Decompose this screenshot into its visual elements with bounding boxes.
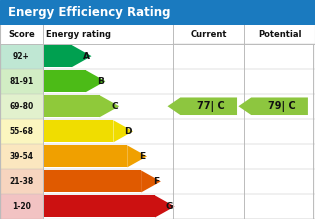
Bar	[44, 95, 100, 117]
Text: F: F	[153, 177, 159, 186]
Bar	[0, 25, 315, 44]
Text: 81-91: 81-91	[9, 77, 33, 86]
Text: E: E	[139, 152, 146, 161]
Text: D: D	[124, 127, 132, 136]
Bar	[0, 119, 43, 144]
Text: 1-20: 1-20	[12, 202, 31, 211]
Text: 92+: 92+	[13, 52, 30, 61]
Bar	[0, 169, 43, 194]
Text: Energy rating: Energy rating	[46, 30, 111, 39]
Text: 21-38: 21-38	[9, 177, 33, 186]
Text: Current: Current	[191, 30, 227, 39]
Text: 77| C: 77| C	[197, 101, 225, 112]
Text: Energy Efficiency Rating: Energy Efficiency Rating	[8, 6, 170, 19]
Text: Potential: Potential	[258, 30, 301, 39]
Text: Score: Score	[8, 30, 35, 39]
Text: 69-80: 69-80	[9, 102, 33, 111]
Text: B: B	[97, 77, 104, 86]
Bar	[44, 170, 141, 193]
Bar	[0, 144, 43, 169]
Bar	[44, 120, 113, 142]
Bar	[44, 45, 72, 67]
Text: A: A	[83, 52, 90, 61]
Bar	[44, 145, 127, 167]
Bar	[0, 44, 43, 69]
Polygon shape	[168, 97, 237, 115]
Bar	[44, 70, 86, 92]
Bar	[0, 94, 43, 119]
Polygon shape	[86, 70, 106, 92]
Polygon shape	[127, 145, 147, 167]
Polygon shape	[100, 95, 119, 117]
Polygon shape	[141, 170, 161, 193]
Bar	[0, 194, 43, 219]
Polygon shape	[113, 120, 133, 142]
Text: 39-54: 39-54	[9, 152, 33, 161]
Text: 55-68: 55-68	[9, 127, 33, 136]
Bar	[44, 195, 155, 217]
Polygon shape	[72, 45, 92, 67]
Polygon shape	[155, 195, 175, 217]
Text: 79| C: 79| C	[268, 101, 295, 112]
Text: G: G	[166, 202, 173, 211]
Text: C: C	[111, 102, 118, 111]
Polygon shape	[238, 97, 308, 115]
Bar	[0, 69, 43, 94]
